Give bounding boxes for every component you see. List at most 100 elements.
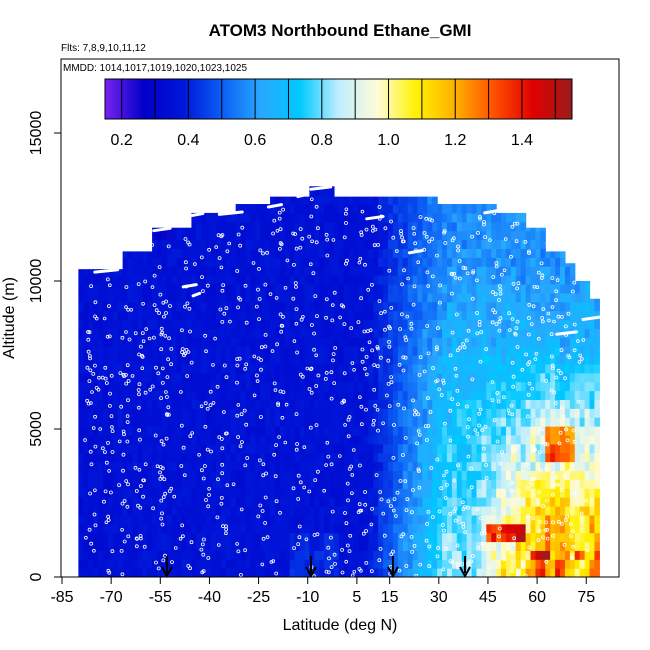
heatmap-cell (520, 221, 527, 232)
heatmap-cell (152, 497, 158, 507)
heatmap-cell (338, 443, 345, 454)
heatmap-cell (501, 328, 507, 338)
heatmap-cell (373, 497, 379, 507)
heatmap-cell (486, 408, 492, 418)
heatmap-cell (579, 559, 586, 569)
sample-point (236, 435, 241, 439)
heatmap-cell (78, 337, 84, 347)
heatmap-cell (442, 541, 448, 551)
heatmap-cell (166, 443, 173, 454)
heatmap-cell (329, 221, 335, 232)
heatmap-cell (584, 346, 591, 356)
heatmap-cell (147, 541, 153, 551)
sample-point (125, 504, 130, 509)
heatmap-cell (206, 497, 212, 507)
heatmap-cell (181, 505, 188, 516)
heatmap-cell (324, 550, 330, 560)
heatmap-cell (496, 505, 502, 516)
heatmap-cell (324, 328, 330, 338)
heatmap-cell (579, 408, 586, 418)
heatmap-cell (476, 230, 482, 241)
heatmap-cell (137, 550, 143, 560)
heatmap-cell (496, 319, 502, 329)
heatmap-cell (324, 257, 330, 267)
heatmap-cell (314, 532, 320, 543)
heatmap-cell (432, 505, 438, 516)
heatmap-cell (496, 372, 502, 383)
heatmap-cell (579, 328, 586, 338)
heatmap-cell (309, 488, 315, 498)
sample-point (435, 326, 440, 331)
sample-point (366, 287, 371, 292)
heatmap-cell (461, 248, 468, 258)
heatmap-cell (525, 559, 532, 569)
heatmap-cell (373, 550, 379, 560)
heatmap-cell (161, 426, 168, 436)
sample-point (101, 446, 105, 451)
heatmap-cell (545, 292, 551, 303)
heatmap-cell (422, 328, 428, 338)
heatmap-cell (201, 443, 207, 454)
heatmap-cell (171, 479, 178, 489)
heatmap-cell (373, 390, 379, 400)
sample-point (93, 444, 98, 449)
sample-point (160, 380, 165, 385)
heatmap-cell (270, 196, 276, 205)
heatmap-cell (451, 399, 458, 409)
heatmap-cell (481, 408, 487, 418)
heatmap-cell (147, 266, 153, 276)
heatmap-cell (353, 461, 360, 472)
heatmap-cell (245, 426, 251, 436)
heatmap-cell (338, 248, 345, 258)
heatmap-cell (314, 443, 320, 454)
heatmap-cell (348, 541, 355, 551)
heatmap-cell (250, 328, 256, 338)
heatmap-cell (279, 292, 286, 303)
heatmap-cell (304, 355, 310, 365)
sample-point (136, 503, 140, 508)
heatmap-cell (127, 408, 134, 418)
sample-point (389, 552, 394, 557)
heatmap-cell (338, 479, 345, 489)
sample-point (490, 398, 495, 403)
heatmap-cell (171, 381, 178, 392)
heatmap-cell (437, 559, 443, 569)
heatmap-cell (181, 390, 188, 400)
heatmap-cell (186, 275, 193, 285)
heatmap-cell (235, 390, 242, 400)
heatmap-cell (432, 381, 438, 392)
sample-point (413, 241, 418, 246)
heatmap-cell (206, 452, 212, 463)
heatmap-cell (78, 559, 84, 569)
heatmap-cell (574, 310, 581, 321)
heatmap-cell (520, 550, 527, 560)
heatmap-cell (93, 408, 99, 418)
heatmap-cell (225, 514, 232, 525)
heatmap-cell (78, 505, 84, 516)
heatmap-cell (564, 488, 571, 498)
sample-point (327, 556, 331, 561)
sample-point (498, 316, 503, 321)
heatmap-cell (279, 381, 286, 392)
sample-point (243, 548, 248, 553)
heatmap-cell (304, 399, 310, 409)
heatmap-cell (422, 319, 428, 329)
heatmap-cell (245, 417, 251, 427)
heatmap-cell (461, 204, 468, 214)
heatmap-cell (501, 461, 507, 472)
heatmap-cell (476, 559, 482, 569)
heatmap-cell (456, 204, 463, 214)
heatmap-cell (127, 532, 134, 543)
heatmap-cell (491, 390, 497, 400)
heatmap-cell (319, 434, 325, 445)
heatmap-cell (191, 568, 197, 577)
heatmap-cell (432, 363, 438, 374)
heatmap-cell (284, 417, 291, 427)
heatmap-cell (240, 443, 247, 454)
sample-point (200, 289, 205, 294)
heatmap-cell (368, 292, 374, 303)
sample-point (331, 358, 335, 363)
heatmap-cell (147, 390, 153, 400)
sample-point (126, 482, 130, 487)
heatmap-cell (98, 381, 104, 392)
